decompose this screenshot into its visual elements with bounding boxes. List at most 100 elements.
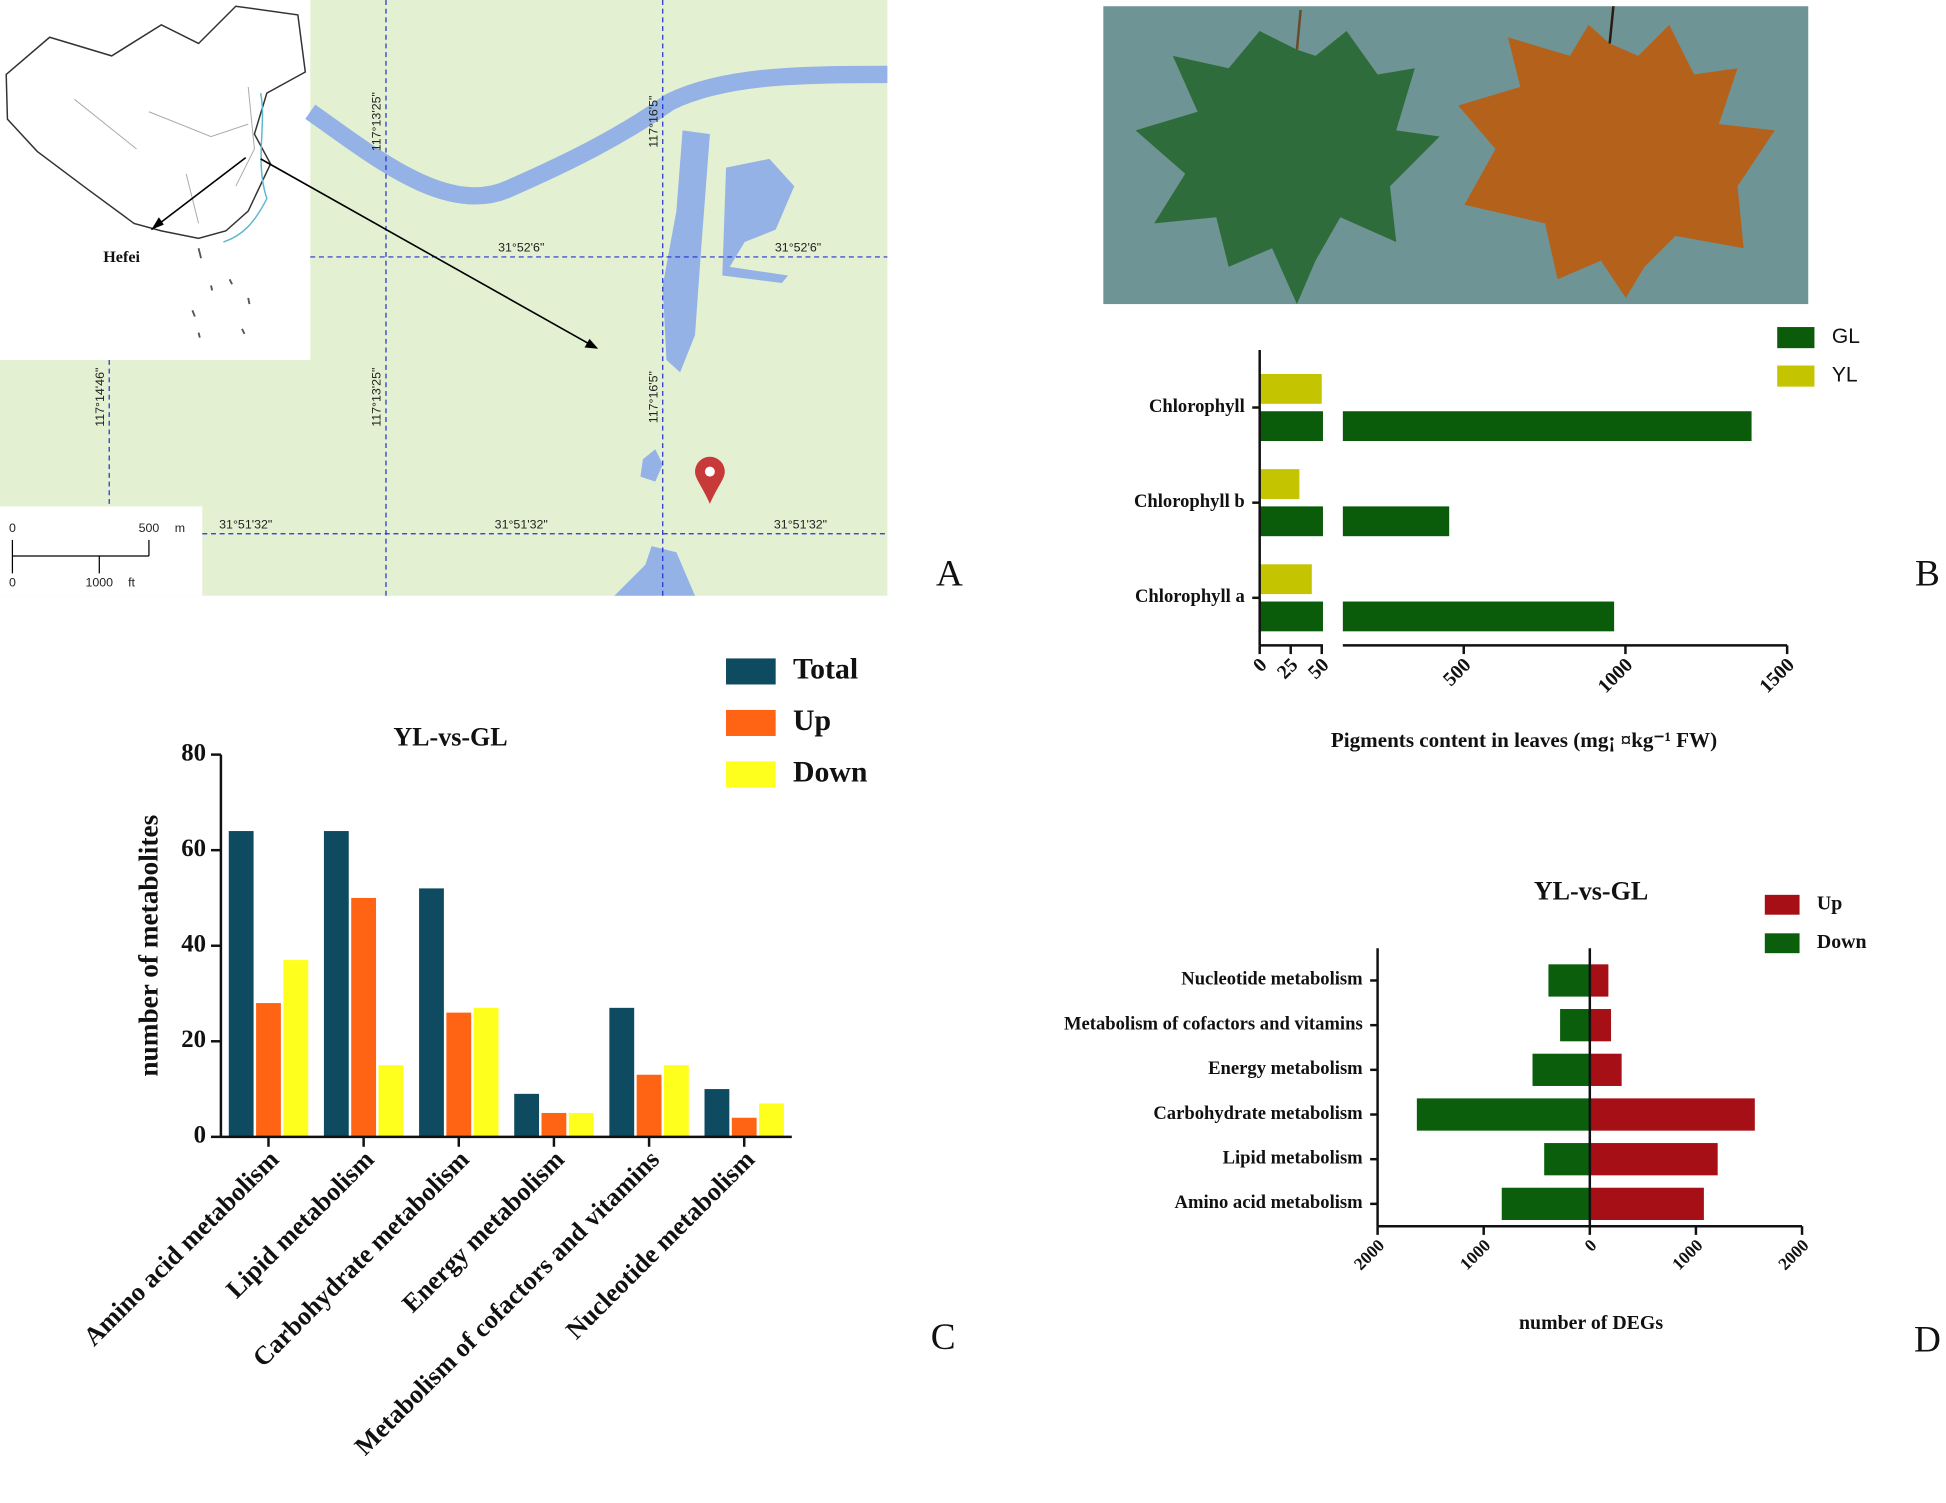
- bar: [1589, 1053, 1622, 1086]
- x-tick-label: Amino acid metabolism: [78, 1144, 285, 1351]
- lake: [662, 130, 710, 373]
- bar: [228, 831, 254, 1137]
- category-label: Metabolism of cofactors and vitamins: [1064, 1013, 1363, 1034]
- bar: [568, 1112, 594, 1137]
- parallel-label: 31°51'32": [219, 517, 272, 531]
- chart-title: YL-vs-GL: [1534, 877, 1648, 906]
- bar: [1259, 506, 1450, 537]
- bar: [1416, 1098, 1590, 1131]
- x-tick-label: Energy metabolism: [396, 1144, 570, 1318]
- leaf-photo: [1103, 6, 1809, 305]
- legend-label: Total: [793, 652, 858, 685]
- panel-label: C: [931, 1317, 956, 1358]
- province-borders: [74, 86, 255, 224]
- bar: [473, 1007, 499, 1137]
- y-tick-label: 80: [181, 739, 206, 766]
- panel-label: A: [936, 554, 963, 595]
- x-tick-label: 1000: [1456, 1236, 1494, 1274]
- y-tick-label: 60: [181, 835, 206, 862]
- bar: [1501, 1187, 1590, 1221]
- bar: [663, 1065, 689, 1137]
- meridian-label: 117°14'46": [93, 368, 107, 427]
- bar: [636, 1074, 662, 1137]
- x-tick-label: 25: [1273, 654, 1303, 684]
- leaf-stem: [1608, 6, 1615, 44]
- bar: [609, 1007, 635, 1137]
- chart-title: YL-vs-GL: [393, 723, 507, 752]
- legend-swatch: [726, 658, 776, 685]
- panel-label: D: [1914, 1319, 1941, 1360]
- bar: [378, 1065, 404, 1137]
- x-tick-label: 1500: [1755, 654, 1799, 698]
- x-tick-label: 0: [1581, 1236, 1601, 1256]
- legend-label: GL: [1832, 325, 1860, 348]
- scale-label: 1000: [85, 576, 113, 590]
- map: 0 500 m 0 1000 ft Hefei 117°13'25" 117°1…: [0, 0, 888, 596]
- x-tick-label: 1000: [1594, 654, 1638, 698]
- leaf-stem: [1295, 9, 1302, 50]
- bar: [541, 1112, 567, 1137]
- arrowhead: [151, 217, 164, 230]
- category-label: Carbohydrate metabolism: [1153, 1103, 1363, 1124]
- y-axis-title: number of metabolites: [134, 815, 164, 1077]
- parallel-label: 31°51'32": [495, 517, 548, 531]
- parallel-label: 31°51'32": [774, 517, 827, 531]
- bar: [351, 897, 377, 1137]
- bar: [1259, 564, 1312, 595]
- category-label: Amino acid metabolism: [1175, 1192, 1364, 1213]
- y-tick-label: 0: [194, 1122, 206, 1149]
- arrow: [260, 158, 597, 349]
- legend-swatch: [1764, 933, 1800, 954]
- axis-break: [1322, 347, 1343, 658]
- grid: [108, 0, 888, 596]
- legend-swatch: [1764, 894, 1800, 915]
- meridian-label: 117°13'25": [370, 368, 384, 427]
- parallel-label: 31°52'6": [498, 241, 544, 255]
- legend-swatch: [726, 761, 776, 788]
- bar: [1259, 601, 1615, 632]
- bar: [446, 1012, 472, 1137]
- arrowhead: [584, 338, 599, 349]
- x-tick-label: 2000: [1775, 1236, 1813, 1274]
- bar: [256, 1003, 281, 1137]
- bar: [283, 960, 309, 1137]
- y-tick-label: 20: [181, 1026, 206, 1053]
- scale-unit: ft: [128, 576, 135, 590]
- bar: [1259, 469, 1300, 499]
- bar: [1532, 1053, 1590, 1086]
- scale-label: 500: [139, 521, 160, 535]
- river: [305, 65, 888, 205]
- islands: [191, 248, 251, 338]
- legend-label: Up: [793, 704, 831, 737]
- scale-label: 0: [9, 576, 16, 590]
- bar: [1589, 1009, 1612, 1042]
- legend-label: Down: [1817, 931, 1867, 953]
- bar: [1589, 1143, 1718, 1176]
- x-tick-label: 1000: [1669, 1236, 1707, 1274]
- legend-swatch: [726, 709, 776, 736]
- bar: [1589, 1187, 1704, 1221]
- legend-label: YL: [1832, 364, 1858, 387]
- pond: [640, 449, 663, 482]
- bar: [759, 1103, 784, 1137]
- bar: [514, 1093, 540, 1137]
- bar: [1589, 1098, 1755, 1131]
- meridian-label: 117°16'5": [646, 371, 660, 423]
- lake: [614, 546, 695, 596]
- category-label: Lipid metabolism: [1223, 1147, 1364, 1168]
- x-tick-label: 0: [1249, 654, 1272, 677]
- meridian-label: 117°16'5": [646, 96, 660, 148]
- legend-label: Down: [793, 755, 868, 788]
- arrow: [150, 157, 247, 231]
- scale-background: [0, 506, 203, 596]
- x-axis-title: Pigments content in leaves (mg¡ ¤kg⁻¹ FW…: [1331, 728, 1717, 752]
- green-leaf: [1135, 31, 1440, 305]
- panel-label: B: [1915, 554, 1940, 595]
- bar: [704, 1089, 730, 1137]
- bar: [1548, 964, 1590, 997]
- category-label: Chlorophyll b: [1134, 491, 1245, 512]
- bar: [1544, 1143, 1590, 1176]
- legend-swatch: [1777, 365, 1815, 387]
- city-label: Hefei: [103, 249, 140, 266]
